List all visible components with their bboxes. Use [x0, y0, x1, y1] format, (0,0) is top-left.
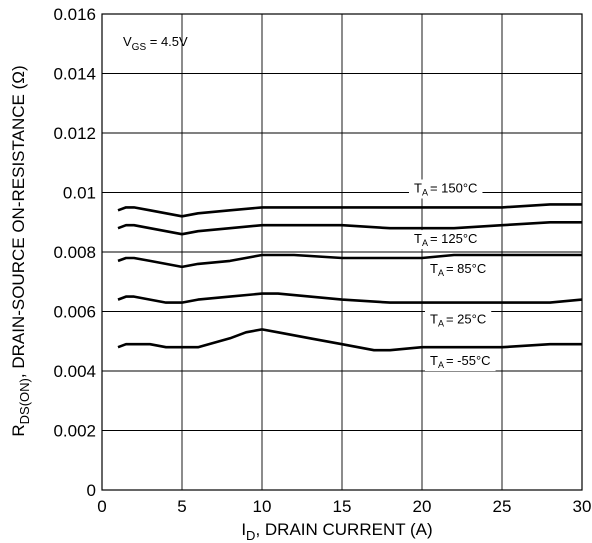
series-line-1 [117, 221, 582, 236]
series-line-3 [117, 292, 583, 304]
curve-label-2: TA = 85°C [430, 261, 486, 278]
vgs-main: V [123, 34, 132, 49]
y-tick-label-3: 0.006 [53, 303, 96, 322]
x-axis-label: ID, DRAIN CURRENT (A) [241, 520, 432, 543]
y-axis-label: RDS(ON), DRAIN-SOURCE ON-RESISTANCE (Ω) [9, 65, 32, 436]
curve-label-bg-3 [425, 310, 492, 330]
curve-label-bg-2 [425, 259, 492, 279]
y-axis-label-sub: DS(ON) [17, 378, 32, 424]
curve-label-1: TA = 125°C [414, 231, 477, 248]
curve-label-4: TA = -55°C [430, 353, 491, 370]
y-tick-label-0: 0 [87, 481, 96, 500]
curve-label-3: TA = 25°C [430, 311, 486, 328]
x-tick-label-2: 10 [253, 497, 272, 516]
y-tick-label-5: 0.01 [63, 184, 96, 203]
vgs-condition-label: VGS = 4.5V [123, 34, 188, 53]
y-tick-label-7: 0.014 [53, 65, 96, 84]
curve-label-bg-1 [409, 230, 483, 250]
curve-label-bg-4 [425, 352, 496, 372]
curve-label-0: TA = 150°C [414, 181, 477, 198]
x-axis-label-sub: D [246, 528, 255, 543]
x-axis-ticks: 0 5 10 15 20 25 30 [97, 497, 591, 516]
y-tick-label-6: 0.012 [53, 124, 96, 143]
curve-labels: TA = 150°C TA = 125°C TA = 85°C TA = 25°C TA = -5… [409, 179, 496, 372]
x-tick-label-5: 25 [493, 497, 512, 516]
x-axis-label-main: I [241, 520, 246, 539]
y-tick-label-4: 0.008 [53, 243, 96, 262]
series-group [117, 203, 583, 352]
x-tick-label-4: 20 [413, 497, 432, 516]
y-axis-label-main: R [9, 424, 28, 436]
grid-lines [101, 13, 583, 491]
vgs-rest: = 4.5V [146, 34, 188, 49]
vgs-sub: GS [132, 42, 147, 53]
plot-frame [101, 13, 583, 491]
series-line-2 [117, 253, 582, 269]
x-tick-label-3: 15 [333, 497, 352, 516]
x-tick-label-1: 5 [177, 497, 186, 516]
y-axis-ticks: 0 0.002 0.004 0.006 0.008 0.01 0.012 0.014 0.016 [53, 5, 96, 500]
x-tick-label-0: 0 [97, 497, 106, 516]
y-tick-label-8: 0.016 [53, 5, 96, 24]
x-tick-label-6: 30 [573, 497, 592, 516]
series-line-0 [117, 203, 582, 218]
y-tick-label-1: 0.002 [53, 422, 96, 441]
series-line-4 [117, 328, 582, 352]
y-axis-label-rest: , DRAIN-SOURCE ON-RESISTANCE (Ω) [9, 65, 28, 378]
x-axis-label-rest: , DRAIN CURRENT (A) [255, 520, 432, 539]
curve-label-bg-0 [409, 179, 483, 199]
y-tick-label-2: 0.004 [53, 362, 96, 381]
